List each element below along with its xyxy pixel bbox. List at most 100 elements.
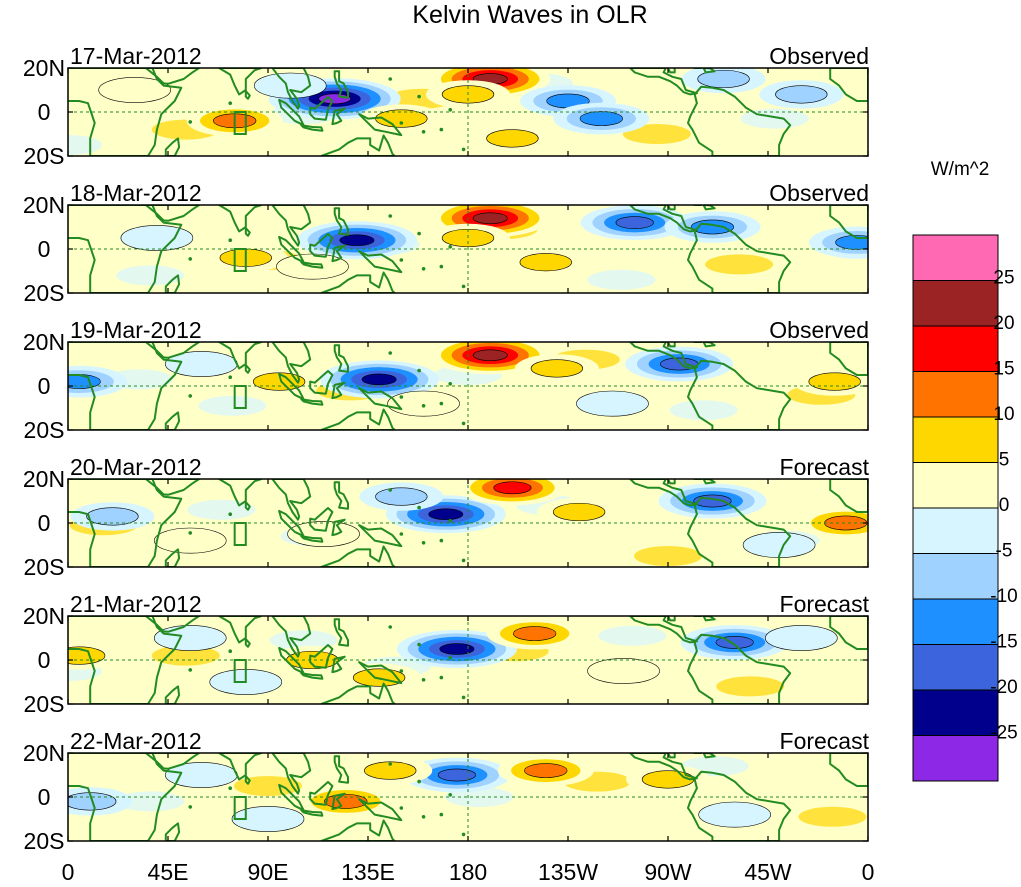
island bbox=[228, 101, 233, 105]
anomaly-feature bbox=[153, 625, 227, 651]
contour-level bbox=[472, 349, 508, 361]
anomaly-feature bbox=[792, 367, 868, 396]
coastline bbox=[244, 638, 251, 648]
contour-level bbox=[530, 359, 584, 378]
contour-level bbox=[120, 225, 194, 251]
coastline bbox=[687, 85, 792, 156]
island bbox=[417, 368, 421, 373]
contour-level bbox=[587, 658, 660, 684]
panel-date: 19-Mar-2012 bbox=[70, 317, 202, 343]
colorbar-swatch bbox=[912, 553, 999, 600]
panel-status: Observed bbox=[769, 43, 869, 69]
panel-status: Forecast bbox=[780, 591, 870, 617]
coastline bbox=[358, 387, 403, 411]
island bbox=[228, 512, 233, 516]
coastline bbox=[331, 792, 346, 811]
colorbar-swatch bbox=[912, 507, 999, 554]
weak-anomaly bbox=[116, 265, 185, 286]
anomaly-feature bbox=[396, 630, 517, 668]
anomaly-feature bbox=[537, 497, 622, 527]
y-tick-label: 20N bbox=[23, 740, 65, 766]
coastline bbox=[244, 775, 251, 785]
island bbox=[448, 793, 453, 797]
coastline bbox=[667, 205, 676, 211]
contour-level bbox=[364, 761, 417, 780]
coastline bbox=[271, 479, 312, 521]
island bbox=[417, 505, 421, 510]
anomaly-feature bbox=[497, 754, 594, 787]
coastline bbox=[320, 545, 396, 567]
anomaly-feature bbox=[458, 479, 567, 506]
coastline bbox=[333, 618, 349, 647]
coastline bbox=[829, 205, 868, 239]
coastline bbox=[829, 616, 868, 650]
panel-1: 20N 0 20S 17-Mar-2012 Observed bbox=[23, 43, 869, 169]
units-label: W/m^2 bbox=[931, 159, 990, 180]
contour-level bbox=[339, 234, 375, 246]
coastline bbox=[333, 755, 349, 784]
weak-anomaly bbox=[151, 645, 220, 666]
coastline bbox=[687, 633, 792, 704]
anomaly-feature bbox=[765, 625, 838, 651]
y-tick-label: 20N bbox=[23, 603, 65, 629]
contour-level bbox=[68, 646, 106, 665]
y-tick-label: 20N bbox=[23, 192, 65, 218]
island bbox=[448, 382, 453, 386]
weak-anomaly bbox=[234, 776, 302, 796]
island bbox=[439, 538, 444, 543]
coastline bbox=[271, 753, 312, 795]
island bbox=[439, 812, 444, 817]
coastline bbox=[333, 344, 349, 373]
coastlines bbox=[68, 479, 868, 567]
anomaly-feature bbox=[120, 225, 194, 251]
anomaly-feature bbox=[348, 756, 433, 785]
x-tick-label: 0 bbox=[62, 859, 75, 885]
island bbox=[461, 832, 466, 837]
colorbar-label: 0 bbox=[999, 495, 1010, 516]
weak-anomaly bbox=[716, 676, 785, 697]
panel-date: 20-Mar-2012 bbox=[70, 454, 202, 480]
panel-2: 20N 0 20S 18-Mar-2012 Observed bbox=[23, 180, 869, 306]
contour-level bbox=[439, 643, 475, 655]
island bbox=[188, 257, 193, 261]
coastline bbox=[164, 274, 181, 293]
island bbox=[448, 108, 453, 112]
coastline bbox=[320, 682, 396, 704]
colorbar-label: 15 bbox=[993, 359, 1014, 380]
x-tick-label: 90E bbox=[248, 859, 289, 885]
coastline bbox=[358, 250, 403, 274]
colorbar-swatch bbox=[912, 371, 999, 418]
contour-level bbox=[231, 806, 305, 832]
anomaly-feature bbox=[231, 806, 305, 832]
region-box bbox=[233, 248, 247, 272]
island bbox=[388, 214, 393, 218]
y-tick-label: 20S bbox=[24, 417, 65, 443]
panel-date: 21-Mar-2012 bbox=[70, 591, 202, 617]
island bbox=[461, 284, 466, 289]
weak-anomaly bbox=[198, 395, 267, 416]
coastline bbox=[68, 342, 183, 430]
coastline bbox=[300, 398, 324, 406]
x-axis: 0 45E 90E 135E 180 135W 90W 45W 0 bbox=[62, 859, 875, 885]
x-tick-label: 180 bbox=[449, 859, 487, 885]
y-tick-label: 0 bbox=[38, 99, 51, 125]
coastline bbox=[309, 507, 334, 532]
y-tick-label: 20N bbox=[23, 55, 65, 81]
coastline bbox=[687, 222, 792, 293]
anomaly-feature bbox=[98, 77, 171, 103]
coastline bbox=[629, 342, 698, 370]
colorbar-swatch bbox=[912, 325, 999, 372]
contour-level bbox=[486, 129, 539, 148]
island bbox=[399, 532, 404, 536]
colorbar-label: -10 bbox=[990, 586, 1017, 607]
contour-level bbox=[576, 390, 649, 417]
coastline bbox=[320, 134, 396, 156]
colorbar-swatch bbox=[912, 644, 999, 691]
coastline bbox=[333, 207, 349, 236]
anomaly-feature bbox=[296, 221, 417, 260]
contour-level bbox=[98, 77, 171, 103]
coastline bbox=[829, 479, 868, 513]
weak-anomaly bbox=[622, 124, 691, 144]
coastline bbox=[68, 68, 183, 156]
island bbox=[439, 401, 444, 406]
